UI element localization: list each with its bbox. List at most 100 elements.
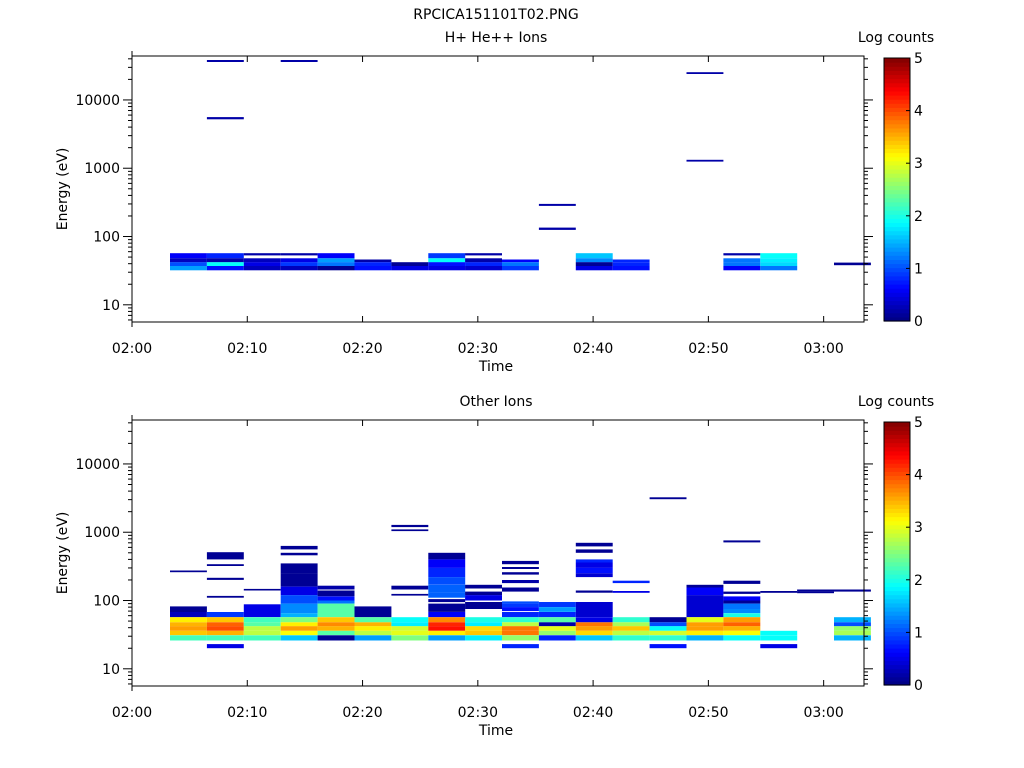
heatmap-cell bbox=[465, 630, 502, 636]
heatmap-cell bbox=[612, 591, 650, 593]
colorbar-tick-label: 4 bbox=[914, 468, 923, 484]
colorbar-swatch bbox=[884, 189, 910, 195]
colorbar-swatch bbox=[884, 594, 910, 600]
colorbar-swatch bbox=[884, 623, 910, 629]
heatmap-cell bbox=[317, 626, 355, 631]
y-tick-label: 1000 bbox=[84, 525, 120, 541]
heatmap-cell bbox=[797, 589, 834, 592]
colorbar-swatch bbox=[884, 549, 910, 555]
colorbar-swatch bbox=[884, 528, 910, 534]
colorbar-swatch bbox=[884, 168, 910, 174]
axes: 02:00 02:10 02:20 02:30 02:40 02:50 03:00 10 100… bbox=[75, 415, 873, 721]
heatmap-cell bbox=[280, 613, 318, 618]
colorbar-swatch bbox=[884, 574, 910, 579]
heatmap-cell bbox=[170, 622, 207, 627]
heatmap-cell bbox=[575, 258, 613, 263]
colorbar-swatch bbox=[884, 565, 910, 571]
heatmap-cell bbox=[465, 622, 502, 627]
heatmap-cell bbox=[612, 266, 650, 271]
colorbar-swatch bbox=[884, 561, 910, 567]
x-tick-label: 02:00 bbox=[112, 705, 152, 721]
heatmap-cell bbox=[760, 635, 798, 641]
x-tick-label: 02:40 bbox=[573, 341, 613, 357]
heatmap-cell bbox=[502, 626, 539, 631]
colorbar-tick-label: 2 bbox=[914, 209, 923, 225]
heatmap-cell bbox=[465, 262, 502, 266]
heatmap-cell bbox=[649, 626, 687, 631]
heatmap-cell bbox=[612, 617, 650, 623]
heatmap-cell bbox=[280, 253, 318, 256]
heatmap-cell bbox=[428, 612, 466, 618]
heatmap-cell bbox=[317, 596, 355, 601]
colorbar-swatch bbox=[884, 652, 910, 657]
colorbar-swatch bbox=[884, 123, 910, 129]
colorbar-swatch bbox=[884, 615, 910, 620]
colorbar-swatch bbox=[884, 164, 910, 170]
heatmap-cell bbox=[538, 630, 576, 636]
heatmap-cell bbox=[760, 644, 798, 649]
colorbar-swatch bbox=[884, 300, 910, 306]
colorbar-swatch bbox=[884, 226, 910, 232]
colorbar-swatch bbox=[884, 656, 910, 661]
heatmap-cell bbox=[317, 266, 355, 271]
colorbar-swatch bbox=[884, 680, 910, 686]
heatmap-cell bbox=[575, 559, 613, 563]
heatmap-cell bbox=[206, 552, 244, 560]
colorbar-swatch bbox=[884, 304, 910, 310]
heatmap-cell bbox=[170, 617, 207, 623]
colorbar-swatch bbox=[884, 234, 910, 240]
colorbar-swatch bbox=[884, 136, 910, 141]
colorbar-swatch bbox=[884, 66, 910, 71]
y-tick-label: 10000 bbox=[75, 93, 120, 109]
colorbar-swatch bbox=[884, 296, 910, 302]
colorbar-frame bbox=[883, 421, 911, 686]
colorbar-swatch bbox=[884, 62, 910, 67]
x-tick-label: 02:20 bbox=[342, 705, 382, 721]
heatmap-cell bbox=[575, 617, 613, 623]
colorbar-swatch bbox=[884, 263, 910, 269]
heatmap-cell bbox=[280, 617, 318, 623]
colorbar: 0 1 2 3 4 5 bbox=[883, 51, 923, 330]
heatmap-cell bbox=[686, 587, 724, 596]
heatmap-cell bbox=[428, 603, 466, 612]
heatmap-cell bbox=[723, 596, 761, 601]
heatmap-cell bbox=[391, 529, 429, 532]
heatmap-cells bbox=[170, 497, 871, 649]
x-tick-label: 02:40 bbox=[573, 705, 613, 721]
heatmap-cell bbox=[354, 630, 392, 636]
colorbar-swatch bbox=[884, 668, 910, 674]
colorbar-swatch bbox=[884, 58, 910, 63]
heatmap-cell bbox=[723, 635, 761, 641]
colorbar-swatch bbox=[884, 664, 910, 670]
heatmap-cell bbox=[723, 630, 761, 636]
colorbar-label: Log counts bbox=[858, 394, 934, 410]
colorbar-swatch bbox=[884, 271, 910, 277]
colorbar-swatch bbox=[884, 288, 910, 293]
colorbar-tick-label: 4 bbox=[914, 104, 923, 120]
heatmap-cell bbox=[428, 635, 466, 641]
colorbar-swatch bbox=[884, 218, 910, 223]
colorbar-swatch bbox=[884, 635, 910, 641]
heatmap-cell bbox=[243, 266, 281, 271]
heatmap-cell bbox=[170, 606, 207, 612]
heatmap-cell bbox=[428, 617, 466, 623]
heatmap-cell bbox=[206, 595, 244, 598]
heatmap-cell bbox=[243, 635, 281, 641]
figure-title: RPCICA151101T02.PNG bbox=[413, 7, 578, 23]
heatmap-cell bbox=[428, 599, 466, 603]
heatmap-cell bbox=[206, 262, 244, 266]
heatmap-cell bbox=[428, 262, 466, 266]
colorbar-swatch bbox=[884, 156, 910, 162]
plot-frame bbox=[131, 55, 865, 323]
heatmap-cell bbox=[834, 626, 871, 631]
heatmap-cell bbox=[317, 585, 355, 590]
colorbar-swatch bbox=[884, 308, 910, 314]
heatmap-cell bbox=[243, 622, 281, 627]
heatmap-cell bbox=[686, 635, 724, 641]
heatmap-cell bbox=[391, 593, 429, 596]
y-tick-label: 1000 bbox=[84, 161, 120, 177]
heatmap-cell bbox=[502, 612, 539, 618]
heatmap-cell bbox=[575, 626, 613, 631]
heatmap-cell bbox=[170, 262, 207, 266]
heatmap-cell bbox=[206, 60, 244, 62]
